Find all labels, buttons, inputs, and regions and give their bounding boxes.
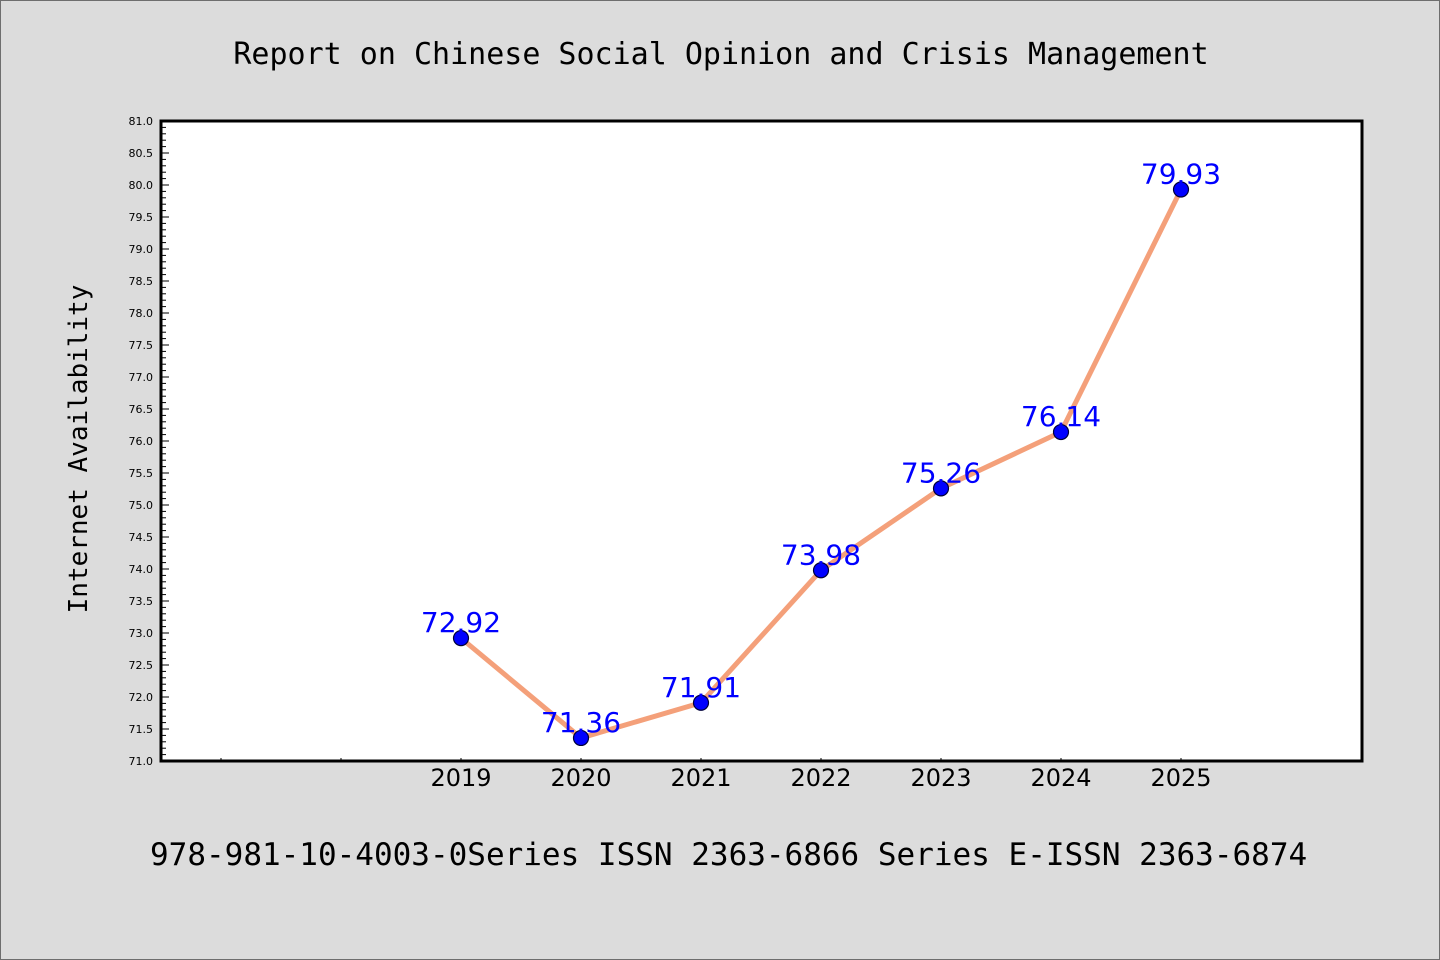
y-axis: 71.0 71.5 72.0 72.5 73.0 73.5 74.0 74.5 75.0 75.5… bbox=[129, 115, 169, 768]
data-point bbox=[692, 694, 710, 711]
y-tick-label: 80.5 bbox=[129, 147, 154, 160]
data-label: 75.26 bbox=[901, 456, 981, 489]
y-tick-label: 79.5 bbox=[129, 211, 154, 224]
chart-title: Report on Chinese Social Opinion and Cri… bbox=[233, 37, 1208, 72]
data-point bbox=[1052, 423, 1070, 441]
x-tick-label: 2023 bbox=[910, 764, 971, 792]
series-layer: 72.92 71.36 71.91 73.98 75.26 76.14 79.93 bbox=[421, 157, 1221, 747]
y-tick-label: 75.0 bbox=[129, 499, 154, 512]
y-tick-label: 76.0 bbox=[129, 435, 154, 448]
data-label: 72.92 bbox=[421, 606, 501, 639]
x-tick-label: 2021 bbox=[670, 764, 731, 792]
y-tick-label: 74.5 bbox=[129, 531, 154, 544]
y-tick-label: 73.5 bbox=[129, 595, 154, 608]
plot-area bbox=[159, 119, 1364, 763]
y-tick-label: 76.5 bbox=[129, 403, 154, 416]
data-label: 73.98 bbox=[781, 538, 861, 571]
data-point bbox=[932, 480, 950, 497]
y-tick-label: 77.0 bbox=[129, 371, 154, 384]
y-tick-label: 80.0 bbox=[129, 179, 154, 192]
data-label: 76.14 bbox=[1021, 400, 1101, 433]
y-tick-label: 75.5 bbox=[129, 467, 154, 480]
y-tick-label: 79.0 bbox=[129, 243, 154, 256]
data-point bbox=[812, 562, 830, 579]
y-tick-label: 73.0 bbox=[129, 627, 154, 640]
footer-text: 978-981-10-4003-0Series ISSN 2363-6866 S… bbox=[150, 837, 1307, 873]
y-axis-label: Internet Availability bbox=[64, 285, 94, 614]
x-tick-label: 2019 bbox=[430, 764, 491, 792]
data-point bbox=[1172, 181, 1190, 198]
y-tick-label: 81.0 bbox=[129, 115, 154, 128]
y-tick-label: 71.0 bbox=[129, 755, 154, 768]
y-tick-label: 77.5 bbox=[129, 339, 154, 352]
x-tick-label: 2022 bbox=[790, 764, 851, 792]
x-axis: 2019 2020 2021 2022 2023 2024 2025 bbox=[220, 758, 1212, 792]
data-label: 71.91 bbox=[661, 671, 741, 704]
y-tick-label: 74.0 bbox=[129, 563, 154, 576]
y-tick-label: 78.5 bbox=[129, 275, 154, 288]
y-tick-label: 71.5 bbox=[129, 723, 154, 736]
x-tick-label: 2025 bbox=[1150, 764, 1211, 792]
data-label: 71.36 bbox=[541, 706, 621, 739]
data-point bbox=[452, 630, 470, 647]
data-point bbox=[572, 729, 590, 747]
x-tick-label: 2020 bbox=[550, 764, 611, 792]
y-tick-label: 72.0 bbox=[129, 691, 154, 704]
data-label: 79.93 bbox=[1141, 157, 1221, 190]
x-tick-label: 2024 bbox=[1030, 764, 1091, 792]
y-tick-label: 72.5 bbox=[129, 659, 154, 672]
y-tick-label: 78.0 bbox=[129, 307, 154, 320]
